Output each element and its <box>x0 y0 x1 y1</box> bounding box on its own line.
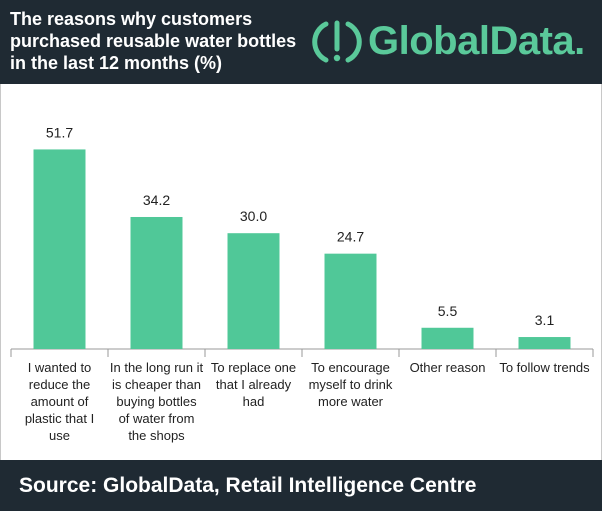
chart-header: The reasons why customers purchased reus… <box>0 0 602 84</box>
globaldata-logo: GlobalData. <box>312 14 596 70</box>
bar-chart: 51.7 I wanted to reduce the amount of plasti… <box>10 124 594 443</box>
x-tick-label: In the long run it is cheaper than buying … <box>110 360 204 443</box>
chart-area: 51.7 I wanted to reduce the amount of plasti… <box>0 84 602 460</box>
x-tick-label-line: of water from <box>119 411 195 426</box>
x-tick-label-line: amount of <box>31 394 89 409</box>
bar <box>227 233 280 349</box>
globaldata-logo-icon <box>312 20 362 63</box>
bar <box>130 216 183 349</box>
x-tick-label-line: myself to drink <box>309 377 393 392</box>
data-label: 3.1 <box>535 312 555 328</box>
x-tick-label: To follow trends <box>499 360 590 375</box>
chart-title-line: The reasons why customers <box>10 9 253 29</box>
x-tick-label-line: the shops <box>128 428 185 443</box>
x-tick-label-line: reduce the <box>29 377 90 392</box>
x-tick-label-line: had <box>243 394 265 409</box>
x-tick-label-line: To encourage <box>311 360 390 375</box>
x-tick-label: Other reason <box>410 360 486 375</box>
bar <box>33 149 86 349</box>
x-tick-label: To encourage myself to drink more water <box>309 360 393 409</box>
data-label: 30.0 <box>240 208 267 224</box>
x-tick-label-line: I wanted to <box>28 360 92 375</box>
x-tick-label-line: To follow trends <box>499 360 590 375</box>
x-tick-label-line: more water <box>318 394 384 409</box>
x-tick-label: I wanted to reduce the amount of plastic th… <box>25 360 94 443</box>
data-label: 51.7 <box>46 124 73 140</box>
x-tick-label-line: Other reason <box>410 360 486 375</box>
data-label: 5.5 <box>438 303 458 319</box>
data-label: 34.2 <box>143 192 170 208</box>
x-tick-label-line: that I already <box>216 377 292 392</box>
chart-title-line: in the last 12 months (%) <box>10 53 223 73</box>
x-tick-label: To replace one that I already had <box>211 360 296 409</box>
bar <box>421 327 474 349</box>
source-note: Source: GlobalData, Retail Intelligence … <box>19 474 477 497</box>
data-label: 24.7 <box>337 229 364 245</box>
x-tick-label-line: In the long run it <box>110 360 204 375</box>
x-tick-label-line: use <box>49 428 70 443</box>
x-tick-label-line: plastic that I <box>25 411 94 426</box>
globaldata-logo-text: GlobalData. <box>368 19 585 63</box>
bar <box>324 253 377 349</box>
chart-footer: Source: GlobalData, Retail Intelligence … <box>0 460 602 511</box>
bar <box>518 337 571 349</box>
x-tick-label-line: is cheaper than <box>112 377 201 392</box>
x-tick-label-line: To replace one <box>211 360 296 375</box>
chart-title-line: purchased reusable water bottles <box>10 31 297 51</box>
chart-title: The reasons why customers purchased reus… <box>10 8 310 74</box>
x-tick-label-line: buying bottles <box>116 394 197 409</box>
